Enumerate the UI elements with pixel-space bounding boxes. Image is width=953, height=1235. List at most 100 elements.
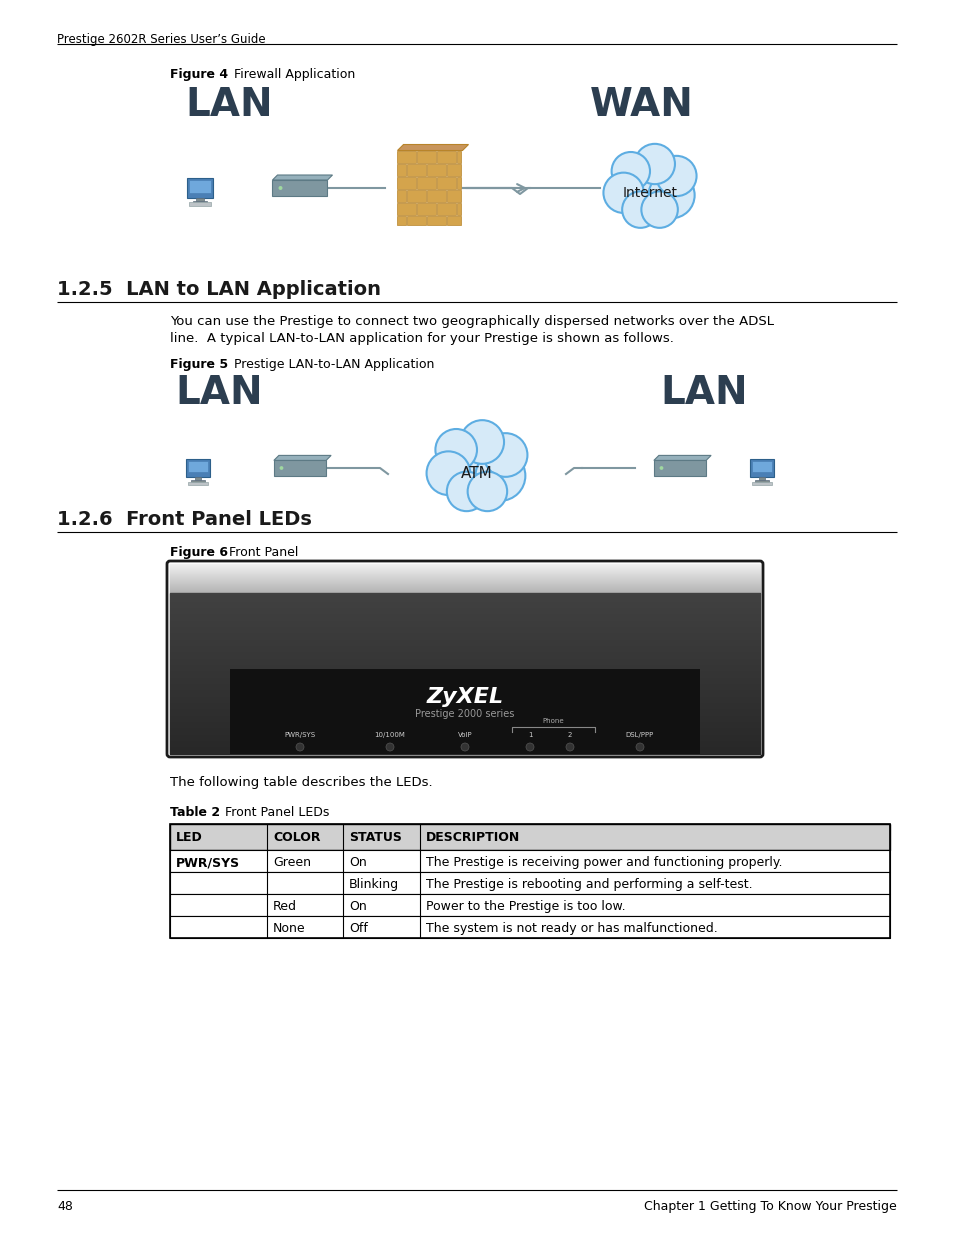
Text: 10/100M: 10/100M xyxy=(375,732,405,739)
Circle shape xyxy=(656,156,696,196)
Circle shape xyxy=(435,429,476,471)
Bar xyxy=(758,478,764,480)
Text: COLOR: COLOR xyxy=(273,831,320,844)
Text: On: On xyxy=(349,856,366,869)
Text: Front Panel LEDs: Front Panel LEDs xyxy=(213,806,329,819)
Bar xyxy=(188,482,208,485)
Text: line.  A typical LAN-to-LAN application for your Prestige is shown as follows.: line. A typical LAN-to-LAN application f… xyxy=(170,332,673,345)
Text: Green: Green xyxy=(273,856,311,869)
Text: VoIP: VoIP xyxy=(457,732,472,739)
Text: Figure 4: Figure 4 xyxy=(170,68,228,82)
Bar xyxy=(457,177,461,189)
Bar xyxy=(751,482,771,485)
Text: Off: Off xyxy=(349,923,367,935)
Bar xyxy=(274,461,326,475)
Circle shape xyxy=(565,743,574,751)
Text: ZyXEL: ZyXEL xyxy=(426,687,503,706)
Bar xyxy=(187,178,213,198)
Text: DSL/PPP: DSL/PPP xyxy=(625,732,654,739)
Circle shape xyxy=(448,440,505,496)
Text: Prestige 2602R Series User’s Guide: Prestige 2602R Series User’s Guide xyxy=(57,33,265,46)
Text: LAN: LAN xyxy=(185,86,273,124)
Circle shape xyxy=(623,162,676,215)
Bar xyxy=(457,203,461,215)
Bar xyxy=(407,163,426,175)
Polygon shape xyxy=(274,456,331,461)
Circle shape xyxy=(525,743,534,751)
Circle shape xyxy=(295,743,304,751)
Text: STATUS: STATUS xyxy=(349,831,401,844)
Text: Front Panel: Front Panel xyxy=(216,546,298,559)
Bar xyxy=(273,180,327,196)
Circle shape xyxy=(621,191,658,227)
Text: PWR/SYS: PWR/SYS xyxy=(284,732,315,739)
Polygon shape xyxy=(397,144,468,151)
Text: LAN: LAN xyxy=(659,374,747,412)
Text: 48: 48 xyxy=(57,1200,72,1213)
Text: You can use the Prestige to connect two geographically dispersed networks over t: You can use the Prestige to connect two … xyxy=(170,315,773,329)
Bar xyxy=(397,151,416,163)
Bar xyxy=(417,151,436,163)
Text: The Prestige is rebooting and performing a self-test.: The Prestige is rebooting and performing… xyxy=(425,878,752,890)
Text: PWR/SYS: PWR/SYS xyxy=(175,856,240,869)
Text: WAN: WAN xyxy=(589,86,693,124)
Text: Table 2: Table 2 xyxy=(170,806,220,819)
Text: The following table describes the LEDs.: The following table describes the LEDs. xyxy=(170,776,432,789)
Text: 1.2.5  LAN to LAN Application: 1.2.5 LAN to LAN Application xyxy=(57,280,380,299)
Bar xyxy=(457,151,461,163)
Text: 1: 1 xyxy=(527,732,532,739)
Text: Firewall Application: Firewall Application xyxy=(222,68,355,82)
Bar xyxy=(170,894,889,916)
Text: Red: Red xyxy=(273,900,297,913)
Text: 2: 2 xyxy=(567,732,572,739)
Text: Prestige LAN-to-LAN Application: Prestige LAN-to-LAN Application xyxy=(222,358,434,370)
Text: On: On xyxy=(349,900,366,913)
Text: Chapter 1 Getting To Know Your Prestige: Chapter 1 Getting To Know Your Prestige xyxy=(643,1200,896,1213)
Bar xyxy=(447,163,461,175)
Circle shape xyxy=(640,191,678,227)
Text: Internet: Internet xyxy=(622,186,677,200)
Text: Blinking: Blinking xyxy=(349,878,398,890)
Bar xyxy=(188,461,208,472)
Bar xyxy=(397,215,406,225)
Bar xyxy=(170,850,889,872)
Bar xyxy=(230,669,700,755)
Polygon shape xyxy=(273,175,333,180)
Text: 1.2.6  Front Panel LEDs: 1.2.6 Front Panel LEDs xyxy=(57,510,312,529)
Circle shape xyxy=(659,466,662,469)
Circle shape xyxy=(648,172,694,219)
Bar xyxy=(190,180,211,193)
Circle shape xyxy=(611,152,649,190)
Bar xyxy=(407,215,426,225)
Bar xyxy=(189,203,211,206)
Text: Phone: Phone xyxy=(542,718,564,724)
Bar xyxy=(447,215,461,225)
Bar xyxy=(427,215,446,225)
Circle shape xyxy=(634,143,675,184)
Bar xyxy=(427,163,446,175)
Circle shape xyxy=(386,743,394,751)
Text: The Prestige is receiving power and functioning properly.: The Prestige is receiving power and func… xyxy=(425,856,781,869)
Text: Figure 5: Figure 5 xyxy=(170,358,228,370)
Text: LAN: LAN xyxy=(174,374,262,412)
Bar xyxy=(397,163,406,175)
Bar xyxy=(437,177,456,189)
Circle shape xyxy=(603,173,643,212)
Circle shape xyxy=(279,466,283,469)
Bar xyxy=(653,461,705,475)
Bar xyxy=(397,203,416,215)
Bar xyxy=(417,177,436,189)
Bar xyxy=(427,189,446,201)
Bar xyxy=(749,458,773,478)
Bar xyxy=(194,478,201,480)
Bar xyxy=(186,458,210,478)
Circle shape xyxy=(483,433,527,477)
Polygon shape xyxy=(653,456,710,461)
Bar xyxy=(397,189,406,201)
Bar xyxy=(170,916,889,939)
Bar xyxy=(417,203,436,215)
Bar xyxy=(755,480,768,482)
Text: Figure 6: Figure 6 xyxy=(170,546,228,559)
Bar xyxy=(170,824,889,939)
Text: ATM: ATM xyxy=(460,466,493,480)
